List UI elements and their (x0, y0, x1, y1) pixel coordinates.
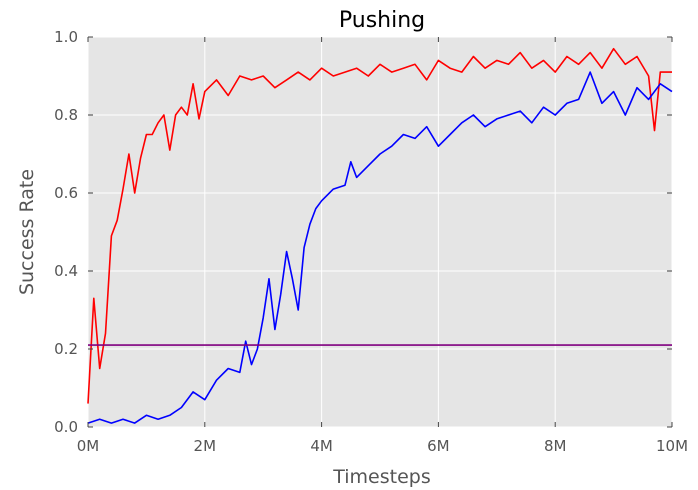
x-axis-label: Timesteps (332, 466, 431, 488)
tick-labels: 0M 2M 4M 6M 8M 10M 0.0 0.2 0.4 0.6 0.8 1.0 (54, 28, 688, 455)
series-line-2 (87, 71, 673, 424)
x-tick-label: 6M (427, 437, 450, 455)
y-tick-label: 0.4 (54, 262, 78, 280)
plot-background (88, 37, 672, 427)
x-tick-label: 0M (77, 437, 100, 455)
series-line-1 (87, 47, 672, 404)
x-tick-label: 10M (656, 437, 688, 455)
y-tick-label: 0.0 (54, 418, 78, 436)
y-tick-label: 1.0 (54, 28, 78, 46)
x-tick-label: 2M (194, 437, 217, 455)
y-axis-label: Success Rate (16, 169, 38, 295)
chart-title: Pushing (339, 8, 425, 33)
y-tick-label: 0.2 (54, 340, 78, 358)
axis-ticks (87, 36, 673, 428)
series-layer (87, 47, 673, 424)
grid-lines (87, 36, 673, 428)
y-tick-label: 0.8 (54, 106, 78, 124)
y-tick-label: 0.6 (54, 184, 78, 202)
x-tick-label: 8M (544, 437, 567, 455)
x-tick-label: 4M (310, 437, 333, 455)
